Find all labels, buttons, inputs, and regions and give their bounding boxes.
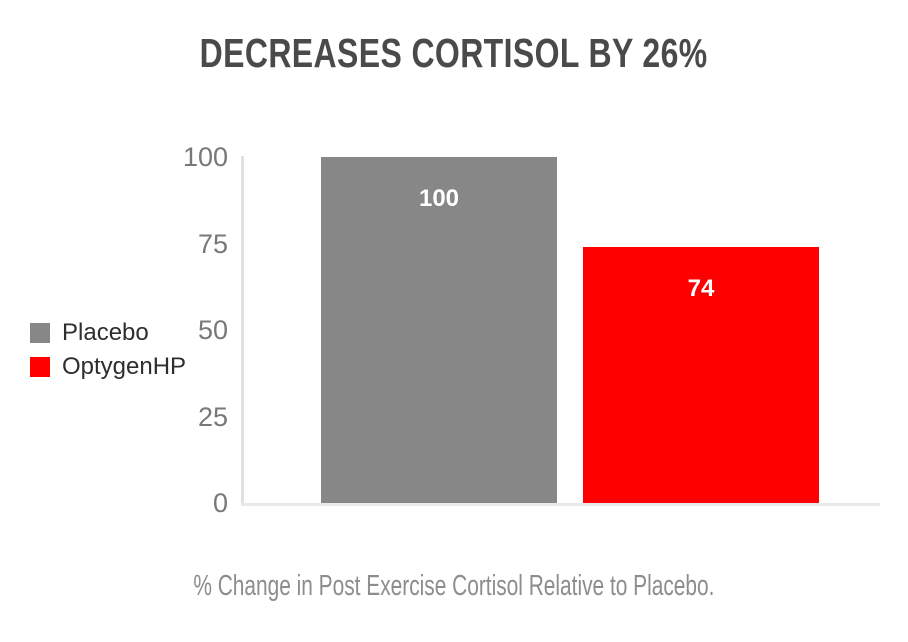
legend-item-placebo: Placebo xyxy=(30,319,186,346)
chart-title: DECREASES CORTISOL BY 26% xyxy=(200,30,708,76)
y-axis-tick-label: 50 xyxy=(197,315,228,345)
legend-label: Placebo xyxy=(62,319,149,346)
legend-swatch xyxy=(30,357,50,377)
x-axis-line xyxy=(241,503,880,506)
legend-swatch xyxy=(30,323,50,343)
y-axis-tick-label: 100 xyxy=(182,142,228,172)
bar-optygenhp: 74 xyxy=(583,246,819,503)
legend: Placebo OptygenHP xyxy=(30,319,187,390)
chart-caption: % Change in Post Exercise Cortisol Relat… xyxy=(193,570,715,602)
bar-value-label: 100 xyxy=(418,185,460,212)
caption-row: % Change in Post Exercise Cortisol Relat… xyxy=(0,570,908,603)
y-axis-tick-label: 75 xyxy=(197,228,228,259)
legend-item-optygenhp: OptygenHP xyxy=(30,353,187,380)
y-axis-tick-label: 0 xyxy=(212,488,228,518)
chart-title-row: DECREASES CORTISOL BY 26% xyxy=(0,30,908,77)
y-axis-tick-label: 25 xyxy=(197,401,228,432)
legend-label: OptygenHP xyxy=(62,353,187,380)
y-axis-line xyxy=(241,156,244,505)
bar-value-label: 74 xyxy=(687,274,715,302)
bar-placebo: 100 xyxy=(321,157,557,503)
